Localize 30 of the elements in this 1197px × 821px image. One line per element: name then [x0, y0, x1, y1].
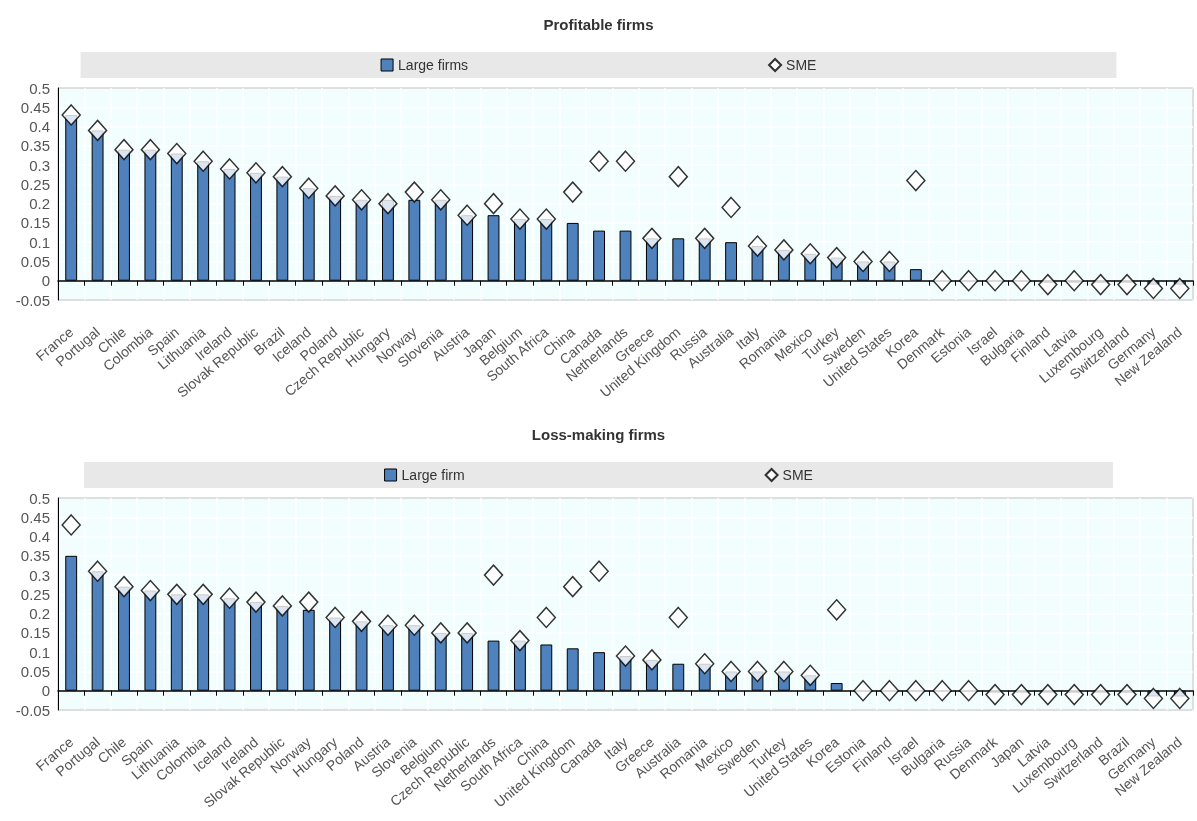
chart-title: Loss-making firms: [531, 426, 666, 443]
y-tick-label: 0.1: [29, 233, 50, 251]
y-tick-label: 0.3: [29, 156, 50, 174]
y-tick-label: 0.25: [20, 585, 50, 603]
y-tick-label: 0.3: [29, 566, 50, 584]
y-tick-label: 0.15: [20, 214, 50, 232]
y-tick-label: 0.35: [20, 547, 50, 565]
legend-label: SME: [786, 57, 817, 73]
y-tick-label: 0.5: [29, 489, 50, 507]
y-tick-label: 0.05: [20, 252, 50, 270]
y-tick-label: 0.15: [20, 624, 50, 642]
y-tick-label: 0.4: [29, 528, 50, 546]
y-tick-label: 0.4: [29, 118, 50, 136]
legend-label: SME: [782, 467, 813, 483]
y-tick-label: 0.1: [29, 643, 50, 661]
y-tick-label: 0.5: [29, 79, 50, 97]
y-tick-label: 0.2: [29, 195, 50, 213]
chart-title: Profitable firms: [543, 16, 654, 33]
legend-label: Large firms: [398, 57, 469, 73]
y-tick-label: 0.2: [29, 605, 50, 623]
y-tick-label: -0.05: [15, 701, 50, 719]
legend-label: Large firm: [401, 467, 465, 483]
y-tick-label: 0.05: [20, 662, 50, 680]
y-tick-label: -0.05: [15, 291, 50, 309]
y-tick-label: 0.25: [20, 175, 50, 193]
y-tick-label: 0.35: [20, 137, 50, 155]
y-tick-label: 0.45: [20, 508, 50, 526]
y-tick-label: 0: [41, 272, 50, 290]
y-tick-label: 0.45: [20, 98, 50, 116]
y-tick-label: 0: [41, 682, 50, 700]
